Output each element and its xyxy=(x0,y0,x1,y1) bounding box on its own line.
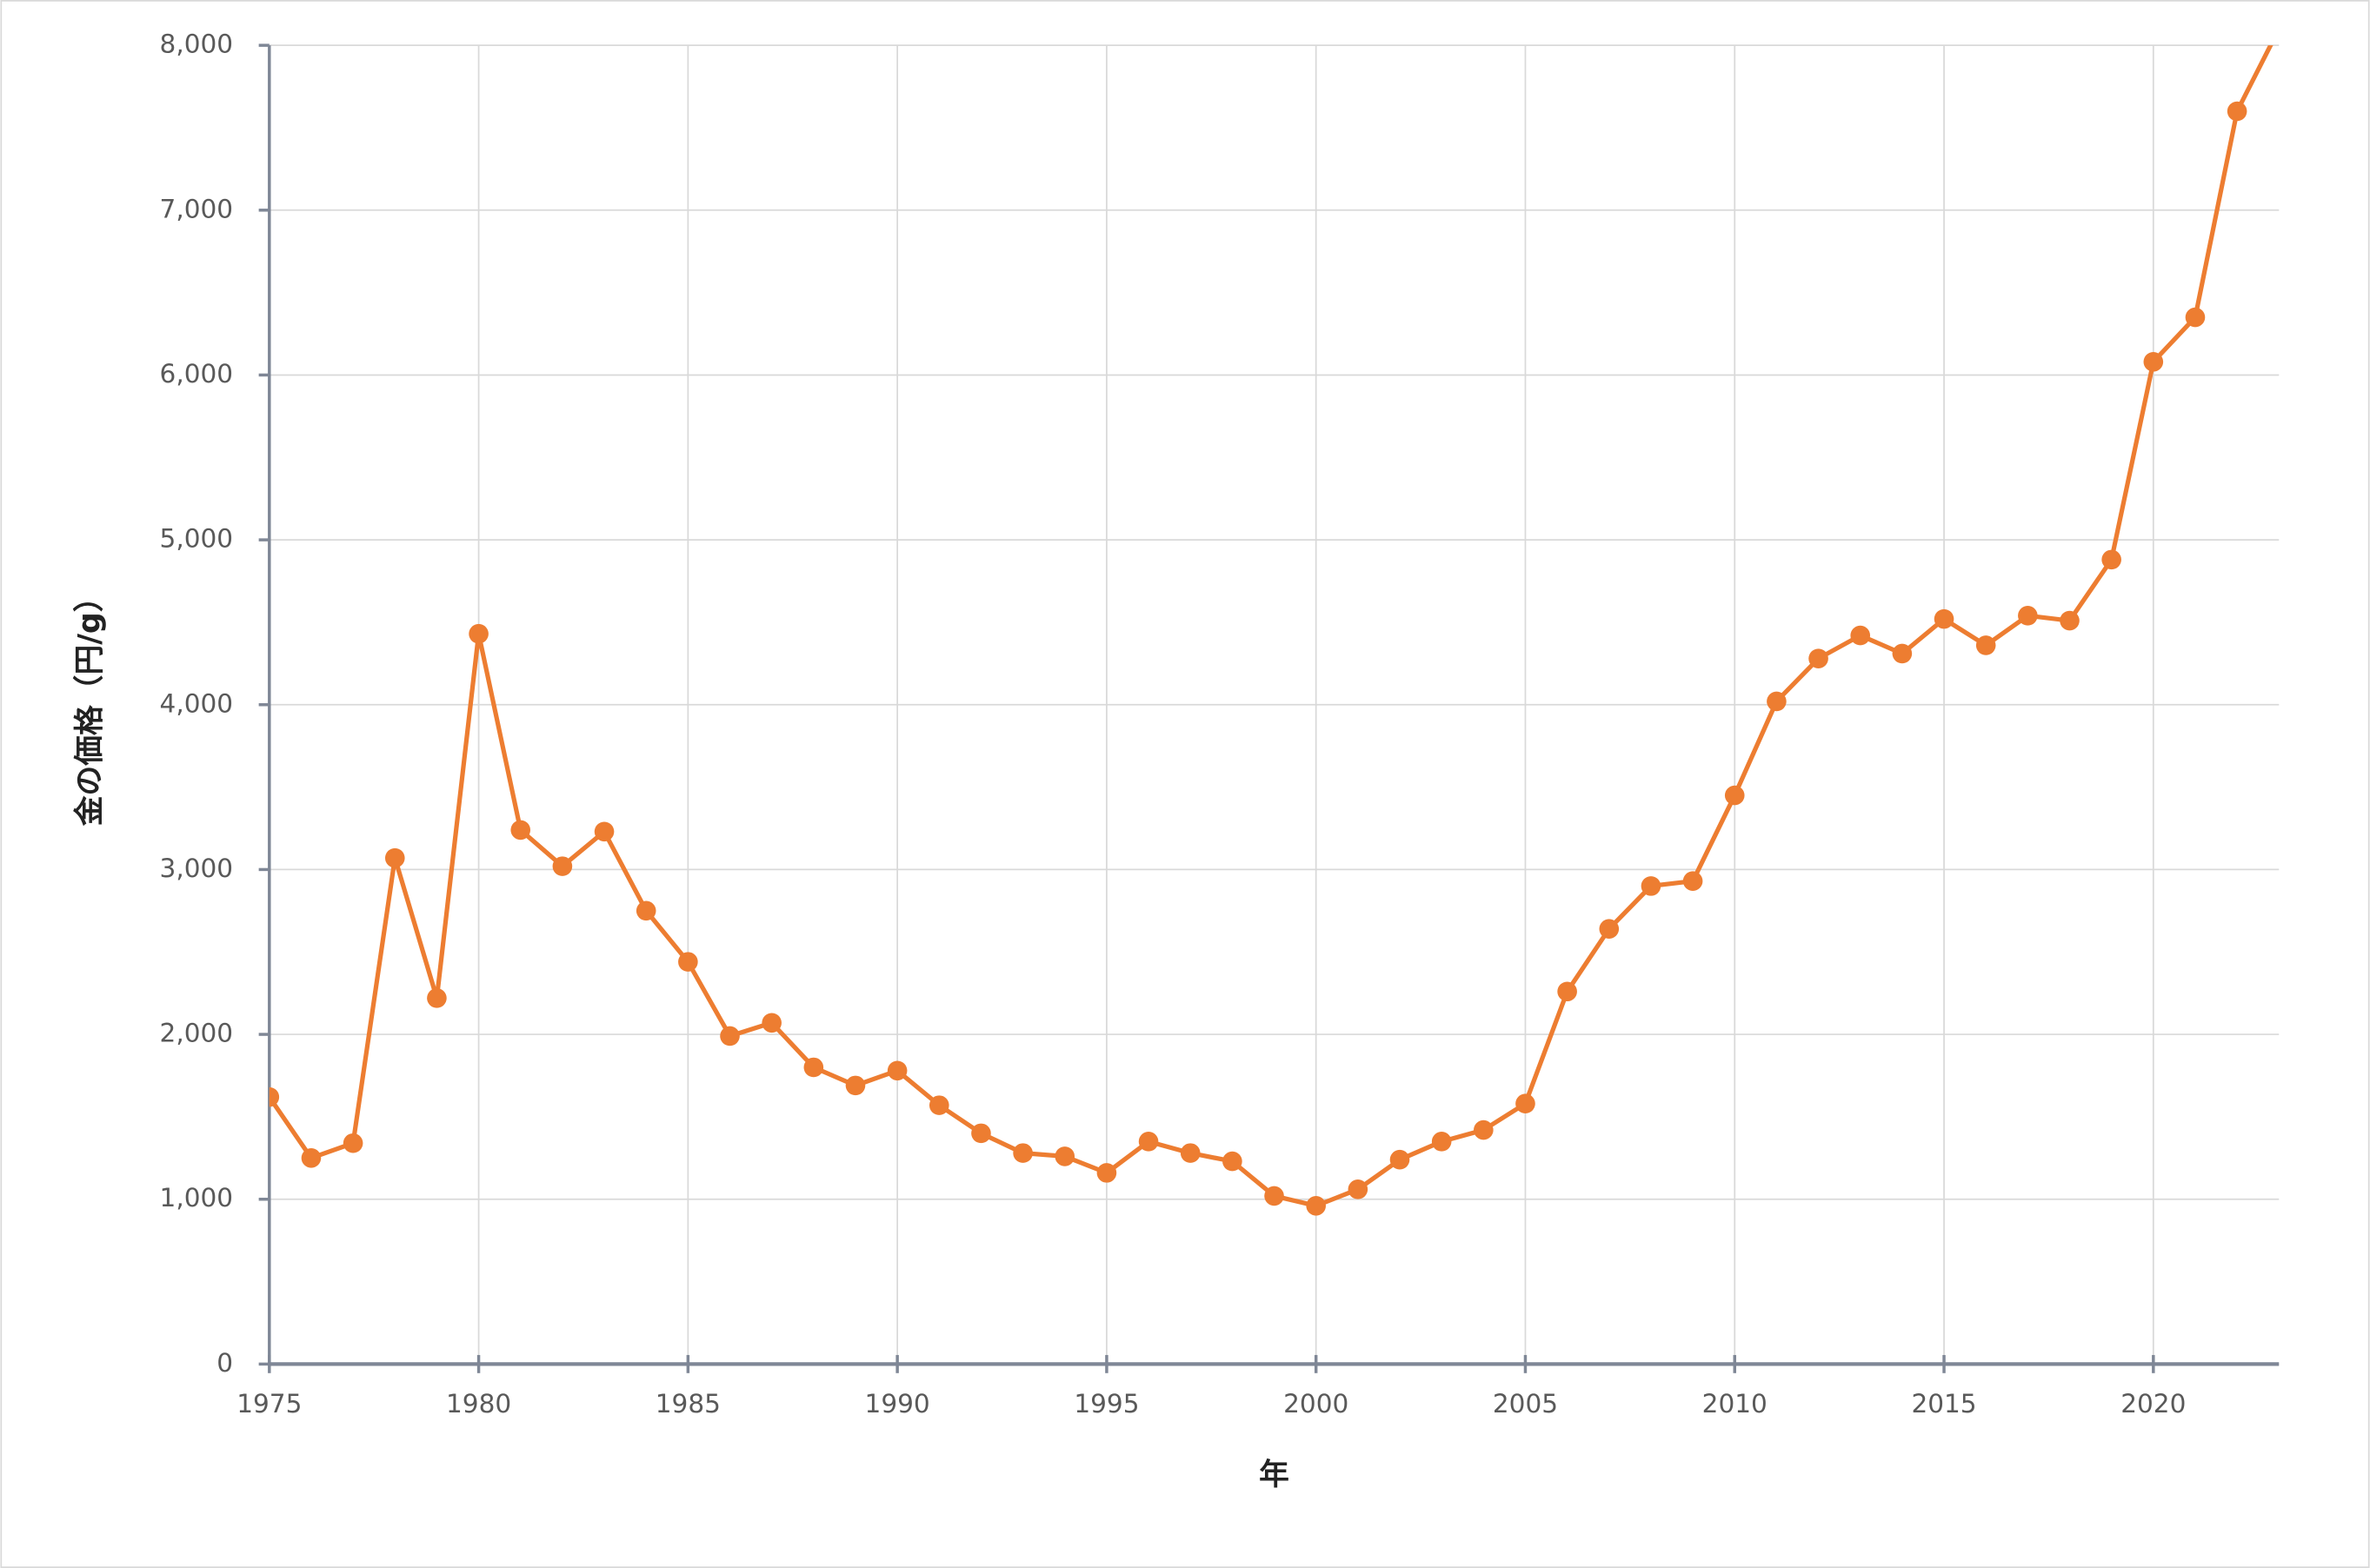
y-tick-label: 7,000 xyxy=(160,194,234,223)
data-point xyxy=(2227,101,2247,122)
x-tick-label: 1990 xyxy=(865,1389,930,1419)
data-point xyxy=(1431,1132,1452,1152)
data-point xyxy=(427,988,447,1008)
y-tick-label: 5,000 xyxy=(160,524,234,554)
data-point xyxy=(1180,1143,1201,1163)
y-tick-label: 2,000 xyxy=(160,1019,234,1048)
data-point xyxy=(2018,606,2038,626)
plot-area xyxy=(269,45,2273,1216)
data-point xyxy=(720,1026,740,1046)
data-point xyxy=(1474,1120,1494,1140)
data-point xyxy=(1975,635,1996,655)
data-point xyxy=(552,856,573,876)
data-point xyxy=(1515,1093,1535,1114)
data-point xyxy=(343,1133,363,1153)
data-point xyxy=(1096,1163,1117,1183)
data-point xyxy=(384,847,405,868)
data-point xyxy=(1641,876,1661,896)
y-tick-label: 8,000 xyxy=(160,30,234,59)
data-point xyxy=(1138,1132,1159,1152)
data-point xyxy=(2185,307,2206,328)
data-point xyxy=(301,1148,322,1168)
data-point xyxy=(1808,648,1828,668)
data-point xyxy=(1892,643,1913,664)
data-point xyxy=(1348,1179,1368,1199)
data-point xyxy=(2060,610,2080,631)
data-point xyxy=(929,1095,949,1115)
data-point xyxy=(469,623,489,644)
x-tick-label: 2005 xyxy=(1493,1389,1558,1419)
y-tick-label: 0 xyxy=(216,1348,233,1378)
data-point xyxy=(1682,871,1703,891)
x-tick-label: 2020 xyxy=(2120,1389,2186,1419)
data-point xyxy=(1557,981,1577,1002)
data-point xyxy=(971,1123,991,1144)
data-point xyxy=(2143,351,2164,372)
x-tick-label: 2000 xyxy=(1283,1389,1348,1419)
x-tick-label: 1995 xyxy=(1074,1389,1139,1419)
data-point xyxy=(845,1075,866,1096)
data-point xyxy=(2101,549,2121,570)
data-point xyxy=(678,952,698,972)
data-point xyxy=(1850,625,1871,646)
data-point xyxy=(803,1057,824,1078)
data-point xyxy=(269,1086,280,1107)
x-tick-label: 1975 xyxy=(236,1389,302,1419)
data-point xyxy=(762,1013,782,1033)
data-point xyxy=(1264,1186,1284,1206)
data-point xyxy=(1222,1151,1242,1172)
data-point xyxy=(1599,919,1620,939)
y-tick-label: 1,000 xyxy=(160,1183,234,1213)
y-axis-label: 金の価格（円/g） xyxy=(72,581,108,827)
x-tick-label: 2010 xyxy=(1702,1389,1768,1419)
data-point xyxy=(887,1060,908,1081)
y-tick-label: 4,000 xyxy=(160,688,234,718)
data-point xyxy=(1767,691,1787,712)
y-tick-label: 6,000 xyxy=(160,359,234,389)
data-point xyxy=(636,900,656,921)
y-tick-label: 3,000 xyxy=(160,854,234,883)
data-point xyxy=(594,821,615,842)
data-point xyxy=(1306,1196,1326,1216)
data-point xyxy=(510,820,531,840)
data-point xyxy=(1013,1143,1033,1163)
data-point xyxy=(1389,1149,1410,1170)
x-tick-label: 2015 xyxy=(1911,1389,1976,1419)
data-point xyxy=(1055,1146,1075,1166)
data-point xyxy=(1934,608,1954,629)
x-tick-label: 1985 xyxy=(656,1389,721,1419)
x-tick-label: 1980 xyxy=(446,1389,511,1419)
data-point xyxy=(1724,785,1745,806)
x-axis-label: 年 xyxy=(1259,1458,1289,1492)
